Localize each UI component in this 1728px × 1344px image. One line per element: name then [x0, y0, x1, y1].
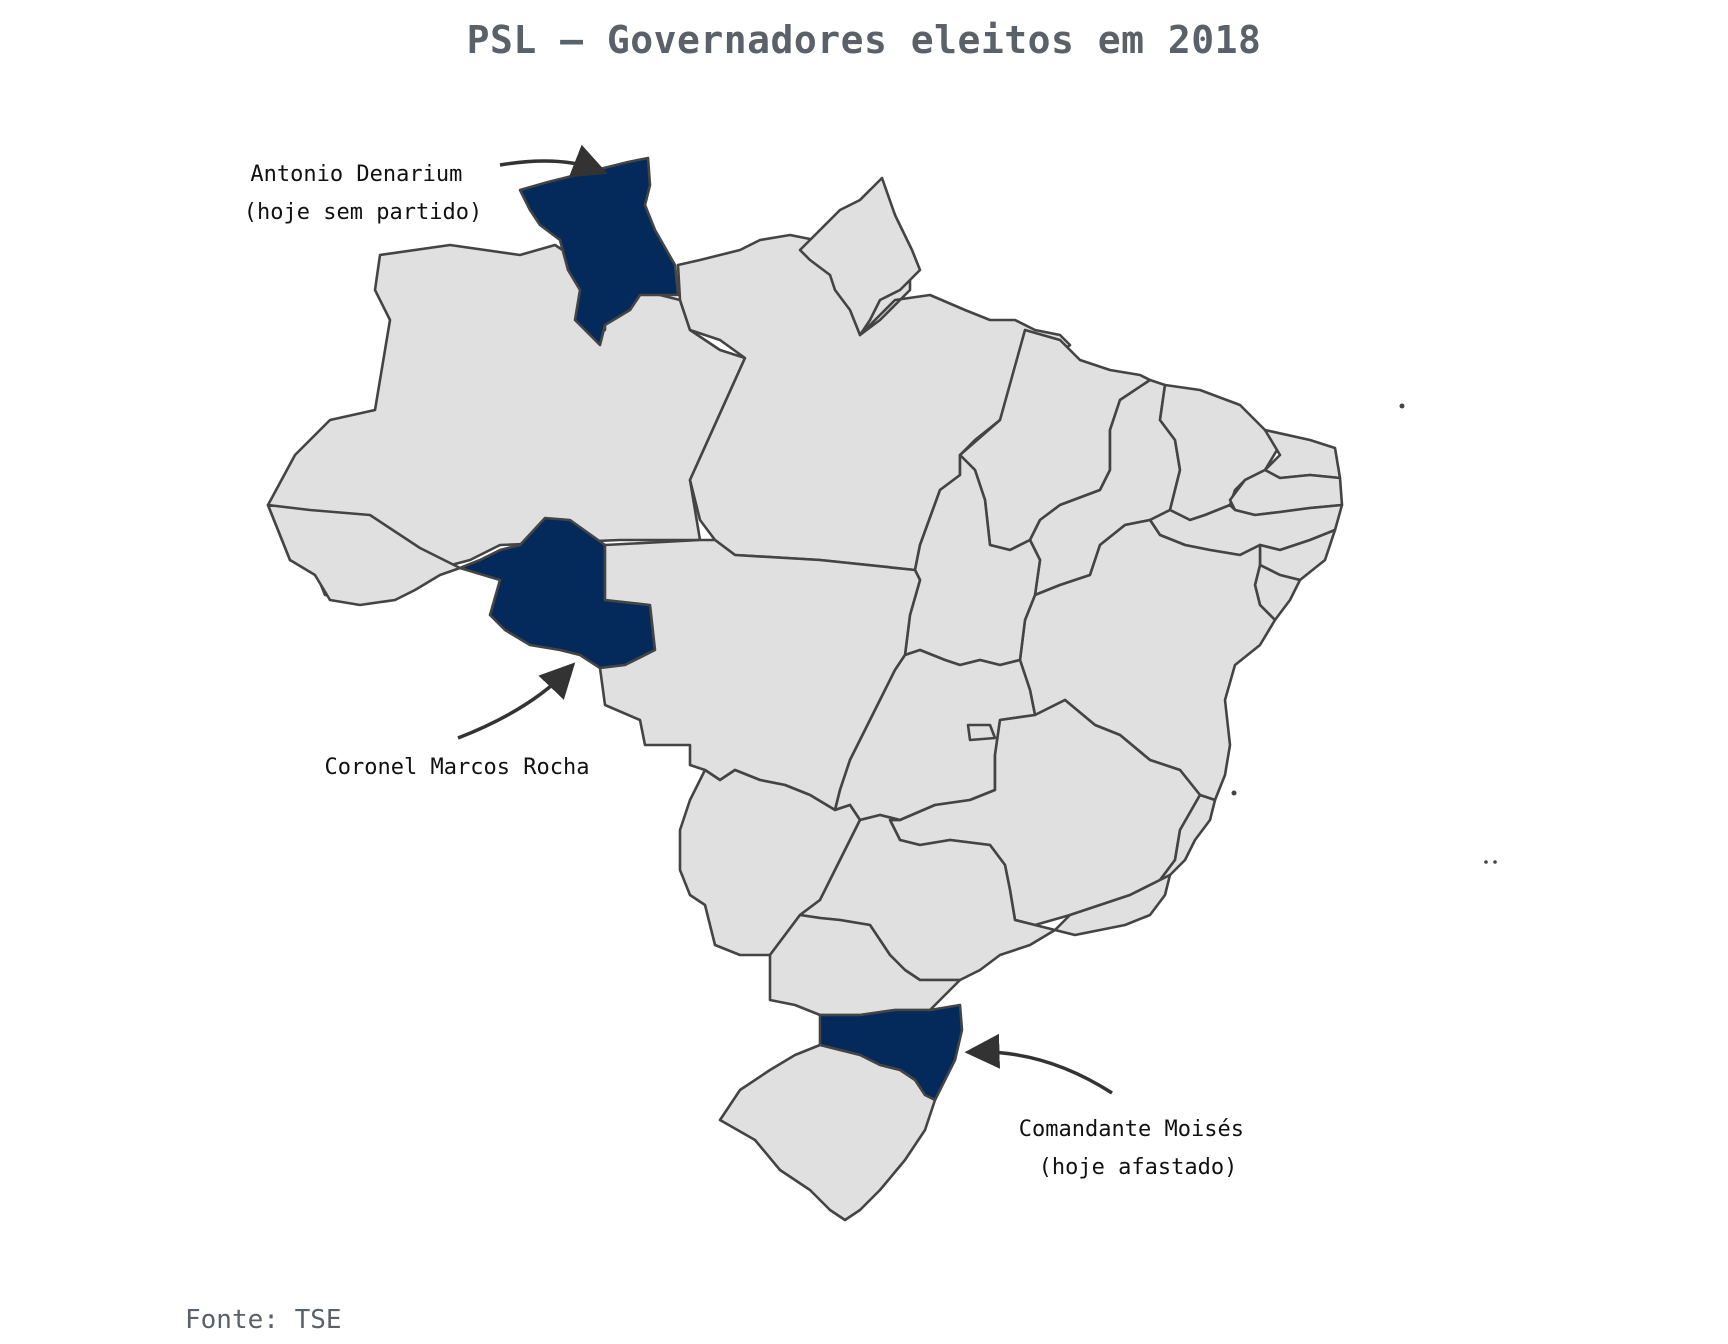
annotation-sc-line1: Comandante Moisés	[1019, 1117, 1244, 1142]
state-df	[966, 723, 997, 742]
annotation-sc-line2: (hoje afastado)	[1039, 1155, 1238, 1180]
state-pr	[768, 913, 962, 1017]
state-ap	[798, 176, 922, 337]
island-dot	[1484, 860, 1488, 864]
annotation-ro: Coronel Marcos Rocha	[325, 755, 590, 780]
arrow-rr	[499, 144, 608, 178]
state-rr	[518, 156, 680, 347]
island-dot	[1493, 860, 1497, 864]
annotation-sc: Comandante Moisés (hoje afastado)	[1019, 1117, 1257, 1180]
source-note: Fonte: TSE	[185, 1305, 342, 1335]
island-dot	[1399, 403, 1405, 409]
state-rn	[1263, 428, 1342, 480]
map-title: PSL – Governadores eleitos em 2018	[466, 18, 1262, 62]
annotation-rr-line1: Antonio Denarium	[250, 162, 462, 187]
annotation-rr-line2: (hoje sem partido)	[244, 200, 482, 225]
arrow-sc	[964, 1033, 1113, 1095]
state-rs	[718, 1043, 937, 1222]
state-rj	[1053, 873, 1172, 937]
annotation-ro-line1: Coronel Marcos Rocha	[325, 755, 590, 780]
arrow-ro	[457, 662, 576, 740]
annotation-rr: Antonio Denarium (hoje sem partido)	[244, 162, 482, 225]
island-dot	[1231, 790, 1237, 796]
state-ac	[266, 503, 462, 607]
state-es	[1158, 793, 1217, 882]
